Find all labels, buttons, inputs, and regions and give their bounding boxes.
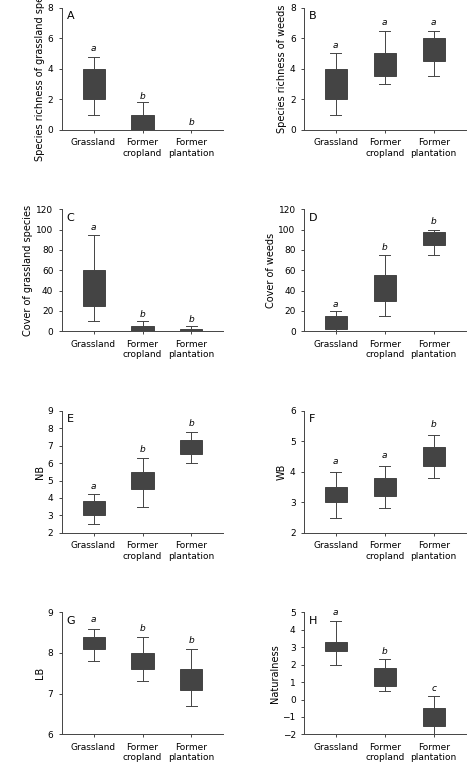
Text: b: b xyxy=(140,92,145,101)
Text: b: b xyxy=(382,243,388,252)
PathPatch shape xyxy=(374,478,396,496)
Text: b: b xyxy=(189,419,194,428)
Text: c: c xyxy=(431,683,436,692)
Text: a: a xyxy=(91,223,96,232)
PathPatch shape xyxy=(132,115,153,130)
Text: E: E xyxy=(66,415,74,425)
Text: a: a xyxy=(91,482,96,491)
PathPatch shape xyxy=(83,501,104,516)
Text: b: b xyxy=(140,623,145,633)
PathPatch shape xyxy=(423,708,445,726)
Text: b: b xyxy=(140,310,145,319)
Text: b: b xyxy=(189,315,194,324)
PathPatch shape xyxy=(325,487,347,503)
Text: a: a xyxy=(382,451,388,460)
PathPatch shape xyxy=(83,270,104,306)
PathPatch shape xyxy=(180,441,202,454)
Text: a: a xyxy=(333,41,339,50)
PathPatch shape xyxy=(423,448,445,466)
Y-axis label: LB: LB xyxy=(35,667,45,679)
Y-axis label: Species richness of weeds: Species richness of weeds xyxy=(277,5,287,133)
Text: a: a xyxy=(382,18,388,28)
Text: a: a xyxy=(333,608,339,617)
PathPatch shape xyxy=(83,636,104,649)
PathPatch shape xyxy=(83,69,104,99)
Text: b: b xyxy=(189,118,194,127)
PathPatch shape xyxy=(423,38,445,61)
Text: A: A xyxy=(66,11,74,21)
PathPatch shape xyxy=(325,69,347,99)
Text: G: G xyxy=(66,616,75,626)
PathPatch shape xyxy=(132,472,153,490)
PathPatch shape xyxy=(423,232,445,245)
Text: a: a xyxy=(91,44,96,54)
Y-axis label: Cover of grassland species: Cover of grassland species xyxy=(23,205,33,336)
Y-axis label: NB: NB xyxy=(35,464,45,479)
Text: a: a xyxy=(333,300,339,309)
Text: a: a xyxy=(91,616,96,624)
PathPatch shape xyxy=(180,669,202,689)
Text: b: b xyxy=(189,636,194,645)
PathPatch shape xyxy=(325,316,347,329)
Y-axis label: WB: WB xyxy=(277,464,287,480)
Text: b: b xyxy=(431,217,437,226)
Text: B: B xyxy=(309,11,316,21)
Y-axis label: Species richness of grassland species: Species richness of grassland species xyxy=(35,0,45,161)
Text: H: H xyxy=(309,616,317,626)
PathPatch shape xyxy=(325,642,347,651)
Text: a: a xyxy=(333,457,339,466)
PathPatch shape xyxy=(180,329,202,331)
Text: D: D xyxy=(309,213,317,223)
PathPatch shape xyxy=(374,54,396,76)
Text: b: b xyxy=(140,445,145,454)
PathPatch shape xyxy=(374,275,396,301)
Text: b: b xyxy=(382,647,388,656)
PathPatch shape xyxy=(132,326,153,331)
Text: C: C xyxy=(66,213,75,223)
Text: b: b xyxy=(431,420,437,429)
PathPatch shape xyxy=(132,653,153,669)
Y-axis label: Naturalness: Naturalness xyxy=(270,644,280,703)
Text: F: F xyxy=(309,415,315,425)
PathPatch shape xyxy=(374,668,396,685)
Y-axis label: Cover of weeds: Cover of weeds xyxy=(266,233,276,308)
Text: a: a xyxy=(431,18,437,28)
